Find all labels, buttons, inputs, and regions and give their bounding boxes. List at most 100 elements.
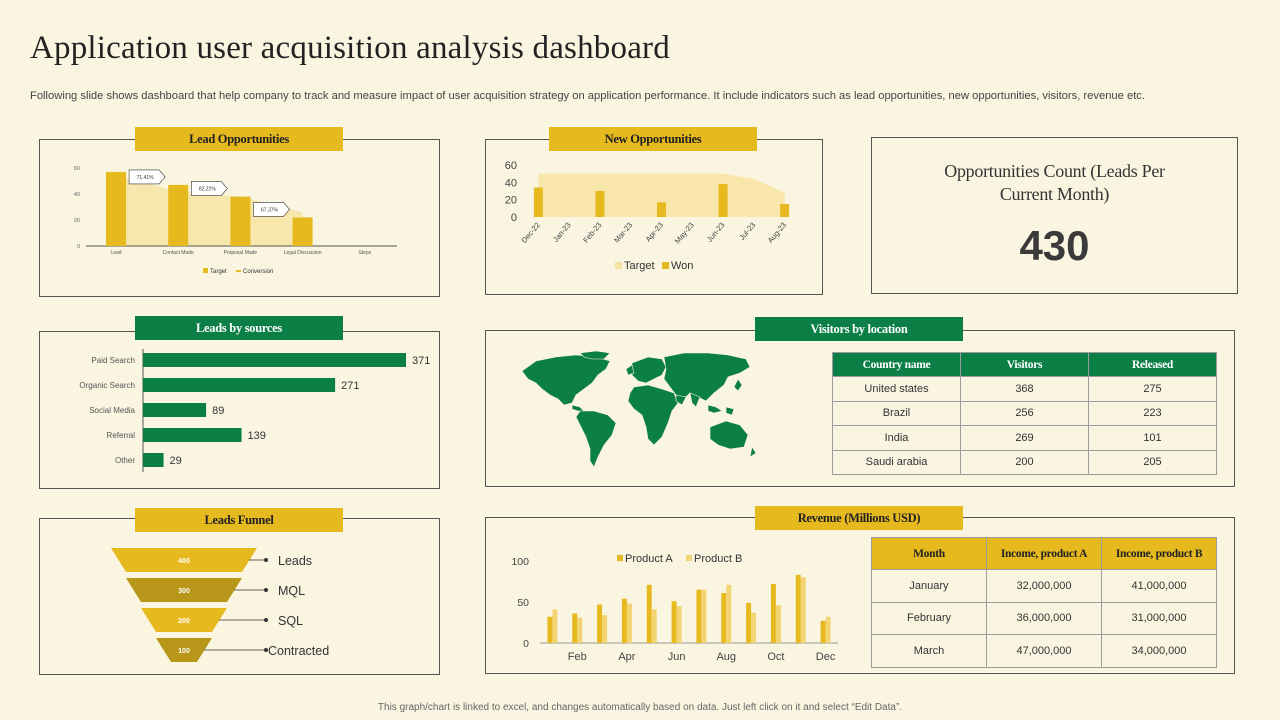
lead-y-tick-label: 0 xyxy=(77,244,80,250)
revenue-header-month: Month xyxy=(871,537,987,570)
new-x-tick-label: May-23 xyxy=(673,221,696,246)
revenue-y-tick-label: 100 xyxy=(511,556,529,568)
sources-value-label: 271 xyxy=(341,380,359,392)
revenue-bar-product-a xyxy=(795,574,801,643)
visitors-table: Country name Visitors Released United st… xyxy=(832,352,1217,475)
funnel-level xyxy=(126,578,242,602)
funnel-connector-dot xyxy=(264,618,268,622)
page-title: Application user acquisition analysis da… xyxy=(30,30,670,66)
revenue-y-tick-label: 0 xyxy=(523,638,529,650)
lead-x-tick-label: Lead xyxy=(110,250,121,256)
sources-category-label: Social Media xyxy=(89,406,135,415)
revenue-bar-product-b xyxy=(676,606,682,643)
new-legend-target-swatch xyxy=(615,262,622,269)
funnel-stage-label: Contracted xyxy=(268,644,329,658)
funnel-level xyxy=(141,608,227,632)
revenue-bar-product-b xyxy=(651,609,657,643)
lead-conversion-label: 71.41% xyxy=(137,175,155,181)
new-legend-won: Won xyxy=(671,260,693,272)
leads-funnel-panel: 400 Leads 300 MQL 200 SQL 100 Contracted xyxy=(39,518,440,675)
new-y-tick-label: 0 xyxy=(511,212,517,224)
leads-by-sources-panel: Paid Search 371 Organic Search 271 Social Me… xyxy=(39,331,440,489)
revenue-bar-product-b xyxy=(825,616,831,643)
revenue-bar-product-b xyxy=(552,609,558,643)
sources-value-label: 29 xyxy=(170,455,182,467)
revenue-y-tick-label: 50 xyxy=(517,597,529,609)
funnel-connector-dot xyxy=(264,558,268,562)
funnel-stage-label: SQL xyxy=(278,614,303,628)
new-x-tick-label: Feb-23 xyxy=(581,221,603,245)
revenue-header-product-b: Income, product B xyxy=(1101,537,1217,570)
revenue-bar-product-a xyxy=(597,604,603,643)
new-opportunities-tab: New Opportunities xyxy=(549,127,757,151)
leads-funnel-tab: Leads Funnel xyxy=(135,508,343,532)
revenue-bar-product-b xyxy=(775,605,781,643)
lead-conversion-label: 67.37% xyxy=(261,207,279,213)
new-x-tick-label: Aug-23 xyxy=(766,221,788,245)
sources-category-label: Other xyxy=(115,456,135,465)
sources-category-label: Referral xyxy=(107,431,136,440)
table-row: Brazil 256 223 xyxy=(832,400,1217,426)
new-won-bar xyxy=(533,187,543,217)
revenue-bar-product-b xyxy=(800,577,806,643)
new-y-tick-label: 60 xyxy=(505,160,517,172)
sources-value-label: 371 xyxy=(412,355,430,367)
revenue-bar-product-b xyxy=(726,584,732,643)
sources-value-label: 89 xyxy=(212,405,224,417)
lead-x-tick-label: Steps xyxy=(358,250,371,256)
revenue-bar-product-a xyxy=(646,584,652,643)
table-row: Saudi arabia 200 205 xyxy=(832,449,1217,475)
lead-legend-target-swatch xyxy=(203,268,208,273)
new-opportunities-panel: 0 20 40 60 Dec-22 Jan-23 Feb-23 Mar-23 Apr-23 May… xyxy=(485,139,823,295)
funnel-stage-label: MQL xyxy=(278,584,305,598)
lead-x-tick-label: Legal Discussion xyxy=(284,250,322,256)
revenue-bar-product-b xyxy=(626,603,632,643)
new-y-tick-label: 40 xyxy=(505,177,517,189)
revenue-x-tick-label: Oct xyxy=(767,651,784,663)
lead-bar xyxy=(292,217,313,246)
lead-bar xyxy=(230,196,251,246)
sources-category-label: Organic Search xyxy=(79,381,135,390)
funnel-connector-dot xyxy=(264,588,268,592)
revenue-bar-product-a xyxy=(820,620,826,643)
visitors-header-released: Released xyxy=(1088,352,1217,377)
leads-by-sources-chart: Paid Search 371 Organic Search 271 Social Me… xyxy=(79,349,430,472)
new-won-bar xyxy=(718,184,728,217)
revenue-bar-product-a xyxy=(696,589,702,643)
lead-opportunities-chart: 0 20 40 60 Lead Contact Made Proposal Made Lega… xyxy=(74,166,397,275)
lead-y-tick-label: 40 xyxy=(74,192,80,198)
lead-legend-conversion: Conversion xyxy=(243,269,273,275)
revenue-bar-product-b xyxy=(701,589,707,643)
revenue-bar-product-a xyxy=(621,598,627,643)
revenue-x-tick-label: Feb xyxy=(568,651,587,663)
sources-bar xyxy=(143,378,336,392)
revenue-legend-a-swatch xyxy=(617,555,623,561)
sources-bar xyxy=(143,403,207,417)
table-row: January 32,000,000 41,000,000 xyxy=(871,569,1217,603)
new-x-tick-label: Dec-22 xyxy=(519,221,541,245)
lead-legend-conversion-swatch xyxy=(236,270,241,272)
new-won-bar xyxy=(780,204,790,217)
revenue-bar-product-a xyxy=(547,616,553,643)
lead-bar xyxy=(106,171,126,246)
new-x-tick-label: Jan-23 xyxy=(551,221,573,244)
new-y-tick-label: 20 xyxy=(505,195,517,207)
lead-opportunities-tab: Lead Opportunities xyxy=(135,127,343,151)
revenue-bar-product-b xyxy=(602,615,608,643)
new-legend-target: Target xyxy=(624,260,655,272)
sources-bar xyxy=(143,428,242,442)
lead-conversion-callout xyxy=(191,181,228,196)
table-row: United states 368 275 xyxy=(832,376,1217,402)
new-x-tick-label: Jul-23 xyxy=(737,221,757,242)
table-row: February 36,000,000 31,000,000 xyxy=(871,601,1217,635)
visitors-header-country: Country name xyxy=(832,352,961,377)
revenue-tab: Revenue (Millions USD) xyxy=(755,506,963,530)
page-subtitle: Following slide shows dashboard that hel… xyxy=(30,90,1146,102)
lead-y-tick-label: 20 xyxy=(74,218,80,224)
sources-bar xyxy=(143,353,406,367)
funnel-level xyxy=(111,548,257,572)
revenue-bar-product-a xyxy=(770,583,776,643)
revenue-header-product-a: Income, product A xyxy=(986,537,1102,570)
lead-y-tick-label: 60 xyxy=(74,166,80,172)
revenue-legend-a: Product A xyxy=(625,553,673,565)
